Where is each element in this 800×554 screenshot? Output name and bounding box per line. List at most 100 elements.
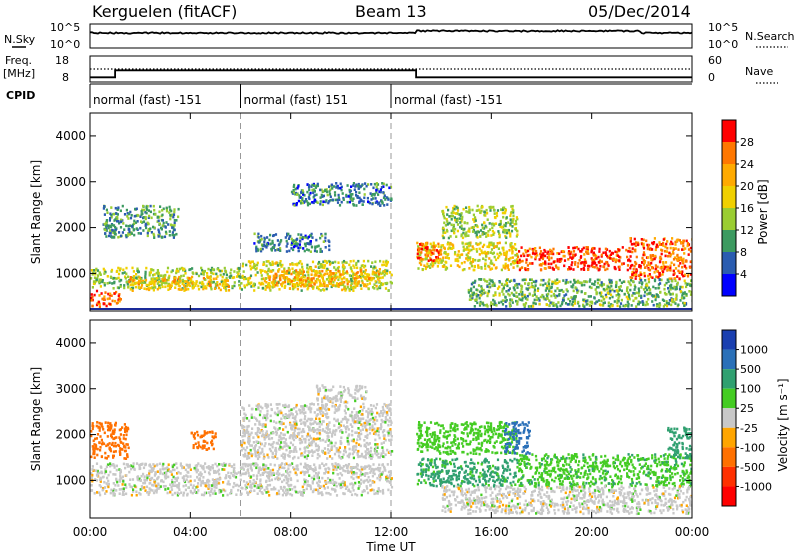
- data-point: [385, 272, 389, 275]
- data-point: [110, 206, 113, 209]
- data-point: [250, 463, 253, 466]
- data-point: [545, 293, 548, 297]
- data-point: [668, 251, 671, 255]
- data-point: [645, 239, 648, 243]
- data-point: [133, 228, 136, 231]
- data-point: [138, 491, 141, 495]
- data-point: [230, 471, 233, 475]
- data-point: [303, 194, 306, 197]
- data-point: [501, 208, 504, 212]
- data-point: [679, 262, 682, 265]
- data-point: [207, 276, 210, 280]
- data-point: [513, 222, 516, 226]
- data-point: [443, 221, 446, 225]
- data-point: [514, 243, 517, 246]
- data-point: [284, 272, 287, 275]
- data-point: [252, 478, 255, 482]
- data-point: [454, 259, 457, 262]
- data-point: [576, 265, 579, 268]
- data-point: [495, 266, 498, 269]
- data-point: [342, 196, 345, 200]
- data-point: [252, 462, 255, 466]
- data-point: [337, 186, 340, 190]
- data-point: [227, 285, 230, 288]
- data-point: [177, 288, 180, 291]
- data-point: [486, 285, 489, 288]
- data-point: [290, 243, 293, 247]
- data-point: [359, 266, 362, 270]
- data-point: [486, 283, 489, 287]
- data-point: [200, 481, 203, 485]
- data-point: [297, 272, 300, 276]
- data-point: [127, 285, 130, 289]
- data-point: [569, 280, 572, 284]
- data-point: [315, 193, 318, 197]
- data-point: [237, 272, 240, 276]
- data-point: [574, 261, 577, 264]
- data-point: [170, 284, 173, 287]
- data-point: [177, 207, 180, 211]
- power-colorbar-label: Power [dB]: [756, 179, 770, 244]
- data-point: [534, 252, 537, 256]
- data-point: [263, 240, 266, 244]
- data-point: [513, 288, 516, 292]
- data-point: [315, 200, 318, 203]
- data-point: [277, 489, 280, 493]
- data-point: [366, 279, 369, 282]
- data-point: [316, 278, 319, 281]
- data-point: [293, 467, 296, 471]
- data-point: [341, 466, 344, 470]
- data-point: [642, 253, 645, 257]
- data-point: [684, 260, 687, 263]
- data-point: [375, 269, 378, 273]
- data-point: [351, 199, 354, 202]
- data-point: [597, 299, 601, 302]
- data-point: [304, 464, 307, 467]
- data-point: [103, 222, 106, 226]
- data-point: [572, 289, 575, 293]
- data-point: [429, 249, 433, 253]
- data-point: [509, 242, 512, 246]
- data-point: [244, 277, 247, 281]
- data-point: [291, 263, 294, 266]
- data-point: [591, 258, 594, 262]
- data-point: [173, 233, 176, 237]
- data-point: [503, 228, 506, 232]
- data-point: [295, 273, 298, 277]
- data-point: [544, 254, 547, 258]
- data-point: [619, 305, 622, 308]
- data-point: [483, 227, 486, 230]
- data-point: [260, 234, 263, 238]
- data-point: [685, 294, 688, 297]
- data-point: [173, 224, 176, 227]
- data-point: [274, 280, 277, 284]
- data-point: [341, 288, 344, 292]
- data-point: [474, 217, 477, 221]
- data-point: [532, 280, 535, 283]
- data-point: [118, 293, 121, 296]
- data-point: [259, 482, 262, 486]
- data-point: [176, 483, 179, 487]
- data-point: [518, 293, 521, 296]
- data-point: [678, 239, 681, 242]
- data-point: [521, 298, 524, 302]
- data-point: [374, 266, 377, 270]
- data-point: [618, 265, 621, 269]
- data-point: [290, 241, 294, 245]
- data-point: [665, 242, 668, 246]
- data-point: [385, 196, 388, 199]
- data-point: [174, 477, 177, 480]
- data-point: [311, 236, 314, 239]
- data-point: [532, 301, 535, 305]
- data-point: [294, 187, 297, 191]
- data-point: [571, 303, 574, 306]
- data-point: [440, 246, 443, 249]
- data-point: [256, 492, 259, 495]
- data-point: [125, 463, 128, 466]
- data-point: [611, 304, 614, 308]
- data-point: [676, 258, 679, 261]
- data-point: [126, 463, 129, 466]
- data-point: [129, 276, 132, 279]
- data-point: [497, 301, 501, 305]
- data-point: [288, 463, 292, 467]
